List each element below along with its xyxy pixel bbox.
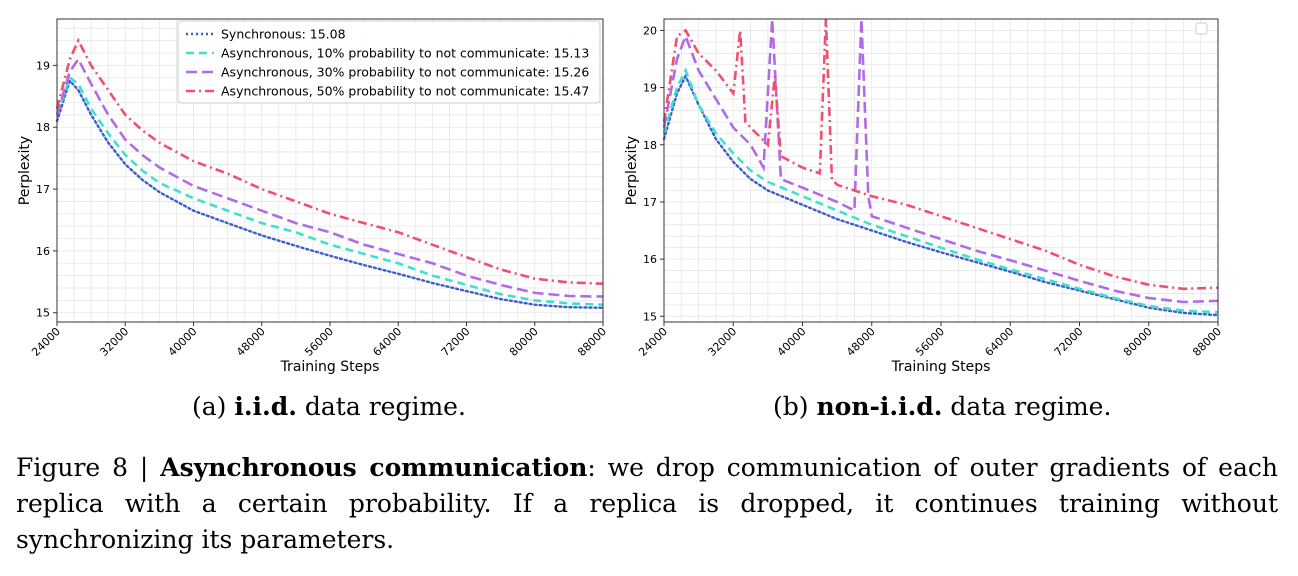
series-line-3 (55, 56, 604, 298)
x-tick-label: 48000 (234, 325, 268, 359)
series-line-2 (662, 67, 1219, 314)
legend-entry: Asynchronous, 30% probability to not com… (221, 65, 589, 80)
x-axis-label: Training Steps (891, 359, 991, 375)
y-tick-label: 20 (643, 24, 657, 37)
x-tick-label: 56000 (913, 325, 947, 359)
series-line-4 (55, 37, 604, 285)
x-tick-label: 72000 (439, 325, 473, 359)
y-tick-label: 19 (643, 82, 657, 95)
figure-caption: Figure 8 | Asynchronous communication: w… (16, 450, 1278, 558)
x-tick-label: 48000 (844, 325, 878, 359)
x-tick-label: 32000 (705, 325, 739, 359)
x-tick-label: 32000 (97, 325, 131, 359)
chart-iid: 24000 32000 40000 48000 56000 64000 72000 80000… (17, 18, 609, 375)
y-axis-label: Perplexity (624, 136, 640, 205)
x-tick-label: 72000 (1052, 325, 1086, 359)
x-tick-label: 24000 (29, 325, 63, 359)
figure-caption-prefix: Figure 8 | (16, 453, 161, 482)
subcaption-a: (a) i.i.d. data regime. (192, 392, 466, 421)
y-tick-label: 17 (36, 183, 50, 196)
y-tick-label: 17 (643, 196, 657, 209)
x-tick-label: 64000 (982, 325, 1016, 359)
y-tick-label: 16 (643, 253, 657, 266)
x-tick-label: 56000 (302, 325, 336, 359)
legend-box (177, 20, 601, 104)
x-tick-label: 64000 (370, 325, 404, 359)
series-line-3 (662, 18, 1219, 304)
x-tick-label: 88000 (1190, 325, 1224, 359)
legend-entry: Asynchronous, 10% probability to not com… (221, 46, 589, 61)
y-tick-label: 18 (643, 139, 657, 152)
figure-charts: 24000 32000 40000 48000 56000 64000 72000 80000… (17, 18, 1224, 375)
x-tick-label: 80000 (507, 325, 541, 359)
y-tick-label: 16 (36, 245, 50, 258)
y-tick-label: 15 (643, 310, 657, 323)
y-tick-label: 18 (36, 121, 50, 134)
x-tick-label: 88000 (575, 325, 609, 359)
x-tick-label: 40000 (775, 325, 809, 359)
x-axis-label: Training Steps (280, 359, 380, 375)
legend-entry: Synchronous: 15.08 (221, 27, 346, 42)
y-axis-label: Perplexity (17, 136, 33, 205)
series-line-2 (55, 75, 604, 306)
subcaption-a-bold: i.i.d. (234, 392, 297, 421)
figure-caption-bold: Asynchronous communication (160, 453, 588, 482)
y-tick-label: 19 (36, 59, 50, 72)
x-tick-label: 80000 (1121, 325, 1155, 359)
y-tick-label: 15 (36, 307, 50, 320)
subcaption-b: (b) non-i.i.d. data regime. (773, 392, 1112, 421)
legend-box-empty (1195, 22, 1208, 35)
chart-non-iid: 24000 32000 40000 48000 56000 64000 72000 80000… (624, 18, 1224, 375)
figure-caption-text: : we drop communication of outer gradien… (16, 453, 1278, 554)
subcaption-b-bold: non-i.i.d. (816, 392, 943, 421)
x-tick-label: 40000 (166, 325, 200, 359)
legend-entry: Asynchronous, 50% probability to not com… (221, 84, 589, 99)
x-tick-label: 24000 (636, 325, 670, 359)
series-line-1 (55, 78, 605, 309)
series-line-4 (662, 18, 1219, 291)
